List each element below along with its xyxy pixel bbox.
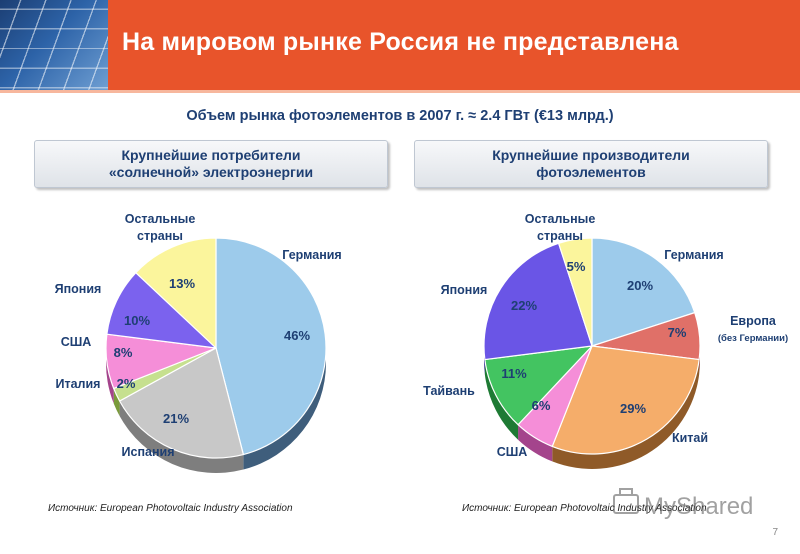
c1-label-japan: Япония — [55, 282, 102, 296]
c2-label-china: Китай — [672, 431, 708, 445]
page-number: 7 — [772, 527, 778, 538]
c1-label-germany: Германия — [282, 248, 341, 262]
pie2-value-label-4: 11% — [501, 366, 527, 381]
producers-heading-box: Крупнейшие производители фотоэлементов — [414, 140, 768, 188]
producers-heading-line1: Крупнейшие производители — [492, 147, 690, 163]
pie2-side-2 — [552, 359, 700, 469]
pie1-value-label-5: 13% — [169, 276, 195, 291]
pie1-slice-1 — [119, 347, 244, 459]
pie1-value-label-4: 10% — [124, 313, 150, 328]
pie1-side-1 — [119, 400, 244, 473]
pie2-slice-0 — [591, 237, 696, 347]
c2-label-others-line2: страны — [537, 229, 583, 243]
pie1-side-3 — [106, 348, 114, 404]
pie2-side-3 — [518, 424, 553, 462]
c2-label-japan: Япония — [441, 283, 488, 297]
pie1-side-0 — [243, 348, 326, 470]
consumers-heading-line2: «солнечной» электроэнергии — [108, 164, 314, 180]
pie1-value-label-0: 46% — [284, 328, 310, 343]
c1-label-usa: США — [61, 335, 92, 349]
c1-label-spain: Испания — [122, 445, 175, 459]
c1-label-italy: Италия — [56, 377, 101, 391]
consumers-source-note: Источник: European Photovoltaic Industry… — [48, 503, 293, 514]
pie1-slice-0 — [215, 237, 327, 456]
pie1-value-label-3: 8% — [114, 345, 133, 360]
pie1-value-label-1: 21% — [163, 411, 189, 426]
pie2-side-4 — [484, 359, 519, 440]
producers-heading-line2: фотоэлементов — [536, 164, 646, 180]
pie1-side-2 — [113, 388, 120, 416]
pie2-value-label-3: 6% — [532, 398, 551, 413]
consumers-pie-chart: 46% 21% 2% 8% 10% 13% — [105, 237, 327, 473]
pie2-value-label-0: 20% — [627, 278, 653, 293]
consumers-heading-line1: Крупнейшие потребители — [121, 147, 301, 163]
market-volume-subtitle: Объем рынка фотоэлементов в 2007 г. ≈ 2.… — [186, 108, 614, 124]
pie2-slice-6 — [558, 237, 593, 347]
c2-label-germany: Германия — [664, 248, 723, 262]
pie2-slice-4 — [484, 345, 593, 426]
c2-label-europe-line1: Европа — [730, 314, 777, 328]
c2-label-taiwan: Тайвань — [423, 384, 475, 398]
c1-label-others-line2: страны — [137, 229, 183, 243]
pie2-slice-5 — [483, 242, 593, 361]
pie2-value-label-1: 7% — [668, 325, 687, 340]
pie2-value-label-6: 5% — [567, 259, 586, 274]
pie1-value-label-2: 2% — [117, 376, 136, 391]
pie1-slice-5 — [135, 237, 217, 349]
myshared-watermark-logo: MyShared — [613, 488, 753, 520]
solar-panel-image — [0, 0, 108, 90]
page-title: На мировом рынке Россия не представлена — [122, 28, 679, 56]
c1-label-others-line1: Остальные — [125, 212, 196, 226]
pie2-value-label-5: 22% — [511, 298, 537, 313]
header-divider — [0, 90, 800, 93]
c2-label-europe-line2: (без Германии) — [718, 333, 788, 344]
pie2-slice-2 — [551, 345, 700, 455]
header-band — [108, 0, 800, 90]
producers-pie-chart: 20% 7% 29% 6% 11% 22% 5% — [483, 237, 701, 469]
consumers-heading-box: Крупнейшие потребители «солнечной» элект… — [34, 140, 388, 188]
producers-source-note: Источник: European Photovoltaic Industry… — [462, 503, 707, 514]
c2-label-others-line1: Остальные — [525, 212, 596, 226]
watermark-text: MyShared — [644, 493, 753, 520]
c2-label-usa: США — [497, 445, 528, 459]
pie2-value-label-2: 29% — [620, 401, 646, 416]
